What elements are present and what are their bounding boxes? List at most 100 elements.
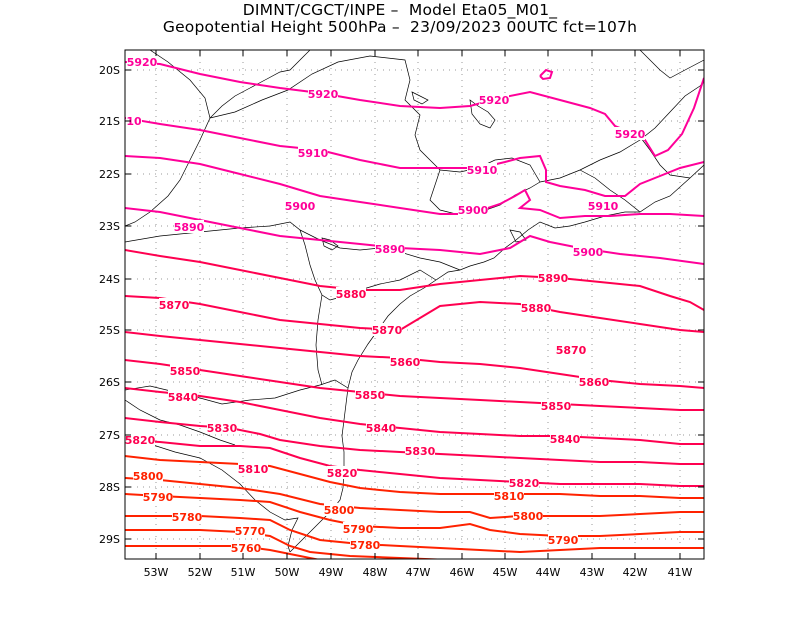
- axis-ticks: [125, 50, 704, 559]
- contour-line: [125, 493, 704, 537]
- contour-label-bg: [174, 220, 204, 233]
- contour-label-bg: [366, 421, 396, 434]
- lat-tick-label: 23S: [99, 220, 120, 233]
- lon-tick-label: 52W: [188, 566, 213, 579]
- contour-label-bg: [324, 503, 354, 516]
- contour-label-bg: [231, 541, 261, 554]
- state-border: [634, 129, 691, 179]
- contour-label: 5770: [235, 525, 266, 538]
- state-border: [125, 221, 437, 301]
- contour-label-bg: [372, 323, 402, 336]
- title-line-1: DIMNT/CGCT/INPE – Model Eta05_M01_: [242, 1, 558, 19]
- contour-line: [539, 68, 554, 81]
- state-border: [639, 50, 704, 79]
- contour-line: [125, 249, 704, 311]
- contour-label: 5870: [556, 344, 587, 357]
- contour-label-bg: [355, 388, 385, 401]
- contour-label-bg: [238, 462, 268, 475]
- contour-label: 5880: [521, 302, 552, 315]
- lon-tick-label: 47W: [406, 566, 431, 579]
- contour-label: 5790: [143, 491, 174, 504]
- lat-tick-label: 28S: [99, 481, 120, 494]
- contour-line: [125, 295, 704, 333]
- contour-label: 5810: [494, 490, 525, 503]
- contour-line: [125, 439, 704, 487]
- contour-label-bg: [550, 432, 580, 445]
- contour-label-bg: [513, 509, 543, 522]
- contour-label: 5860: [390, 356, 421, 369]
- contour-label: 5830: [207, 422, 238, 435]
- contour-label-bg: [494, 489, 524, 502]
- contour-label-bg: [350, 538, 380, 551]
- contour-label-bg: [327, 466, 357, 479]
- contour-label-bg: [125, 433, 155, 446]
- contour-line: [125, 455, 704, 499]
- contour-label: 5860: [579, 376, 610, 389]
- contour-label-bg: [343, 522, 373, 535]
- lagoon: [321, 237, 339, 251]
- lon-tick-label: 41W: [668, 566, 693, 579]
- contour-label: 5850: [355, 389, 386, 402]
- contour-label: 10: [126, 115, 142, 128]
- contour-label: 5790: [343, 523, 374, 536]
- lon-tick-label: 42W: [623, 566, 648, 579]
- contour-label: 5840: [168, 391, 199, 404]
- contour-label-bg: [458, 203, 488, 216]
- contour-label: 5920: [127, 56, 158, 69]
- contour-label: 5820: [125, 434, 156, 447]
- contour-label-bg: [548, 533, 578, 546]
- lon-tick-label: 43W: [580, 566, 605, 579]
- contour-label: 5800: [133, 470, 164, 483]
- lon-tick-label: 46W: [450, 566, 475, 579]
- contour-label-bg: [556, 343, 586, 356]
- state-border: [209, 55, 541, 216]
- contour-label-bg: [579, 375, 609, 388]
- contour-label: 5780: [350, 539, 381, 552]
- contour-label-bg: [285, 199, 315, 212]
- contour-label: 5920: [479, 94, 510, 107]
- contour-label: 5910: [588, 200, 619, 213]
- contour-line: [125, 387, 704, 445]
- contour-line: [125, 117, 704, 197]
- contour-labels: 5920 5920 5920 5920 10 5910 5910 5910 5900 5900 59…: [125, 55, 646, 555]
- contour-label: 5820: [327, 467, 358, 480]
- contour-label: 5840: [366, 422, 397, 435]
- lon-tick-label: 48W: [363, 566, 388, 579]
- lat-tick-label: 25S: [99, 324, 120, 337]
- contour-label: 5920: [308, 88, 339, 101]
- contour-label: 5890: [538, 272, 569, 285]
- lat-tick-label: 27S: [99, 429, 120, 442]
- contour-label-bg: [168, 390, 198, 403]
- state-border: [125, 379, 349, 405]
- contour-line: [125, 545, 321, 559]
- lat-tick-label: 21S: [99, 115, 120, 128]
- contour-label-bg: [207, 421, 237, 434]
- contour-label-bg: [133, 469, 163, 482]
- contour-label: 5900: [285, 200, 316, 213]
- lagoon: [411, 91, 429, 105]
- lon-tick-label: 51W: [231, 566, 256, 579]
- contour-label-bg: [467, 163, 497, 176]
- title-block: DIMNT/CGCT/INPE – Model Eta05_M01_ Geopo…: [0, 2, 800, 36]
- lon-tick-label: 53W: [144, 566, 169, 579]
- contour-label: 5780: [172, 511, 203, 524]
- contour-label-bg: [336, 287, 366, 300]
- title-line-2: Geopotential Height 500hPa – 23/09/2023 …: [162, 18, 638, 36]
- contour-line: [125, 61, 704, 158]
- contour-label: 5800: [324, 504, 355, 517]
- contour-label-bg: [235, 524, 265, 537]
- contour-label: 5810: [238, 463, 269, 476]
- lon-tick-label: 45W: [493, 566, 518, 579]
- contour-label-bg: [126, 114, 142, 127]
- lat-tick-label: 24S: [99, 273, 120, 286]
- lon-tick-labels: 53W 52W 51W 50W 49W 48W 47W 46W 45W 44W 43W 42W 41W: [144, 566, 693, 579]
- contour-label: 5830: [405, 445, 436, 458]
- contour-label-bg: [538, 271, 568, 284]
- contour-label-bg: [615, 127, 645, 140]
- contour-label-bg: [170, 364, 200, 377]
- contour-label: 5870: [372, 324, 403, 337]
- contour-label-bg: [308, 87, 338, 100]
- contour-label-bg: [143, 490, 173, 503]
- lat-tick-labels: 20S 21S 22S 23S 24S 25S 26S 27S 28S 29S: [99, 64, 120, 546]
